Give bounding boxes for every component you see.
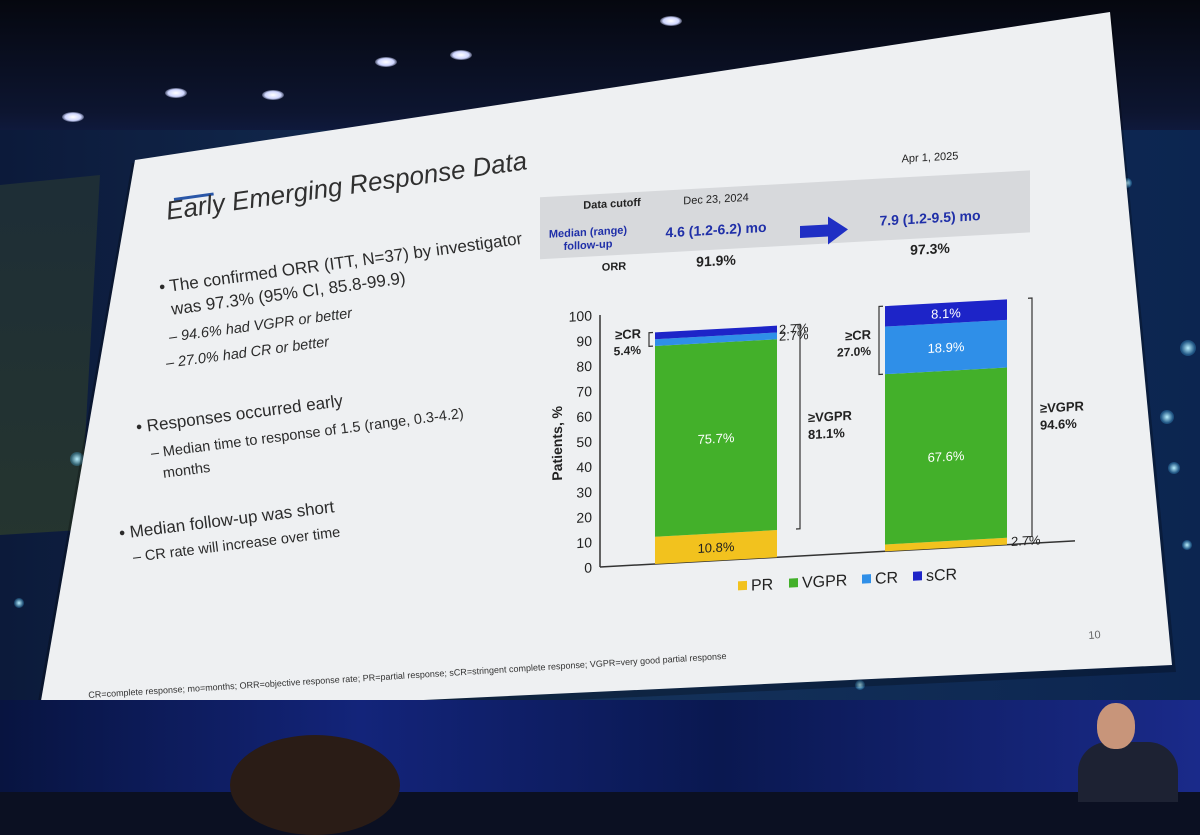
data-label-cr-2: 18.9% xyxy=(928,339,965,356)
bar-segment-vgpr-1 xyxy=(655,339,777,537)
legend-swatch-cr xyxy=(862,574,871,584)
y-tick-label: 10 xyxy=(576,534,592,551)
vgpr-bracket-1 xyxy=(796,323,801,530)
legend-label-vgpr: VGPR xyxy=(802,572,847,591)
y-tick-label: 40 xyxy=(576,459,592,476)
bar-segment-scr-1 xyxy=(655,325,777,340)
legend-swatch-vgpr xyxy=(789,578,798,588)
y-tick-label: 20 xyxy=(576,509,592,526)
y-tick-label: 30 xyxy=(576,484,592,501)
cr-bracket-label: ≥CR xyxy=(615,326,642,342)
bar-segment-pr-1 xyxy=(655,530,777,564)
vgpr-bracket-2 xyxy=(1028,297,1033,538)
y-tick-label: 80 xyxy=(576,358,592,375)
legend-swatch-scr xyxy=(913,571,922,581)
y-axis-title: Patients, % xyxy=(549,405,565,481)
backdrop-sparkle xyxy=(1160,410,1174,424)
bar-segment-cr-2 xyxy=(885,319,1007,375)
arrow-icon xyxy=(800,216,848,245)
y-tick-label: 60 xyxy=(576,408,592,425)
data-label-cr-1: 2.7% xyxy=(779,327,809,344)
y-tick-label: 70 xyxy=(576,383,592,400)
stage-light xyxy=(262,90,284,100)
legend-label-cr: CR xyxy=(875,570,898,588)
backdrop-sparkle xyxy=(1168,462,1180,474)
orr-value: 91.9% xyxy=(696,252,736,270)
data-label-vgpr-1: 75.7% xyxy=(698,430,735,447)
data-cutoff-date: Dec 23, 2024 xyxy=(683,192,748,208)
legend-label-pr: PR xyxy=(751,576,773,594)
bar-segment-vgpr-2 xyxy=(885,367,1007,545)
bar-segment-scr-2 xyxy=(885,299,1007,327)
bar-segment-cr-1 xyxy=(655,332,777,346)
bar-segment-pr-2 xyxy=(885,537,1007,552)
backdrop-sparkle xyxy=(1180,340,1196,356)
follow-up-label: Median (range) xyxy=(549,224,628,240)
vgpr-bracket-value: 94.6% xyxy=(1040,416,1077,433)
backdrop-sparkle xyxy=(70,452,84,466)
follow-up-value: 7.9 (1.2-9.5) mo xyxy=(879,207,980,229)
backdrop-sparkle xyxy=(1122,178,1132,188)
response-chart: 0 10 20 30 40 50 60 70 80 90 100 Patients, % 10.8% 7… xyxy=(540,150,1085,595)
data-cutoff-date: Apr 1, 2025 xyxy=(902,150,959,165)
follow-up-value: 4.6 (1.2-6.2) mo xyxy=(665,219,766,241)
legend-label-scr: sCR xyxy=(926,566,957,585)
y-tick-label: 0 xyxy=(584,559,592,575)
y-tick-label: 50 xyxy=(576,433,592,450)
y-tick-label: 100 xyxy=(569,307,593,324)
y-tick-label: 90 xyxy=(576,333,592,350)
data-label-scr-1: 2.7% xyxy=(779,320,809,337)
orr-label: ORR xyxy=(602,261,626,274)
header-band xyxy=(540,170,1030,260)
backdrop-sparkle xyxy=(14,598,24,608)
vgpr-bracket-label: ≥VGPR xyxy=(1040,398,1085,415)
backdrop-sparkle xyxy=(1182,540,1192,550)
data-cutoff-label: Data cutoff xyxy=(583,197,641,212)
stage-curtain xyxy=(0,700,1200,792)
cr-bracket-2 xyxy=(878,305,883,376)
vgpr-bracket-label: ≥VGPR xyxy=(808,408,853,425)
orr-value: 97.3% xyxy=(910,240,950,258)
stage-light xyxy=(165,88,187,98)
cr-bracket-1 xyxy=(648,331,653,347)
data-label-pr-1: 10.8% xyxy=(698,539,735,556)
cr-bracket-value: 5.4% xyxy=(614,343,642,359)
stage-light xyxy=(660,16,682,26)
vgpr-bracket-value: 81.1% xyxy=(808,425,845,442)
cr-bracket-label: ≥CR xyxy=(845,327,872,343)
cr-bracket-value: 27.0% xyxy=(837,344,871,360)
backdrop-sparkle xyxy=(855,680,865,690)
speaker-head xyxy=(1097,703,1135,749)
data-label-pr-2: 2.7% xyxy=(1011,532,1041,549)
stage-light xyxy=(375,57,397,67)
data-label-vgpr-2: 67.6% xyxy=(928,448,965,465)
stage-light xyxy=(450,50,472,60)
stage-light xyxy=(62,112,84,122)
legend-swatch-pr xyxy=(738,580,747,591)
follow-up-label: follow-up xyxy=(564,238,613,253)
data-label-scr-2: 8.1% xyxy=(931,305,961,322)
